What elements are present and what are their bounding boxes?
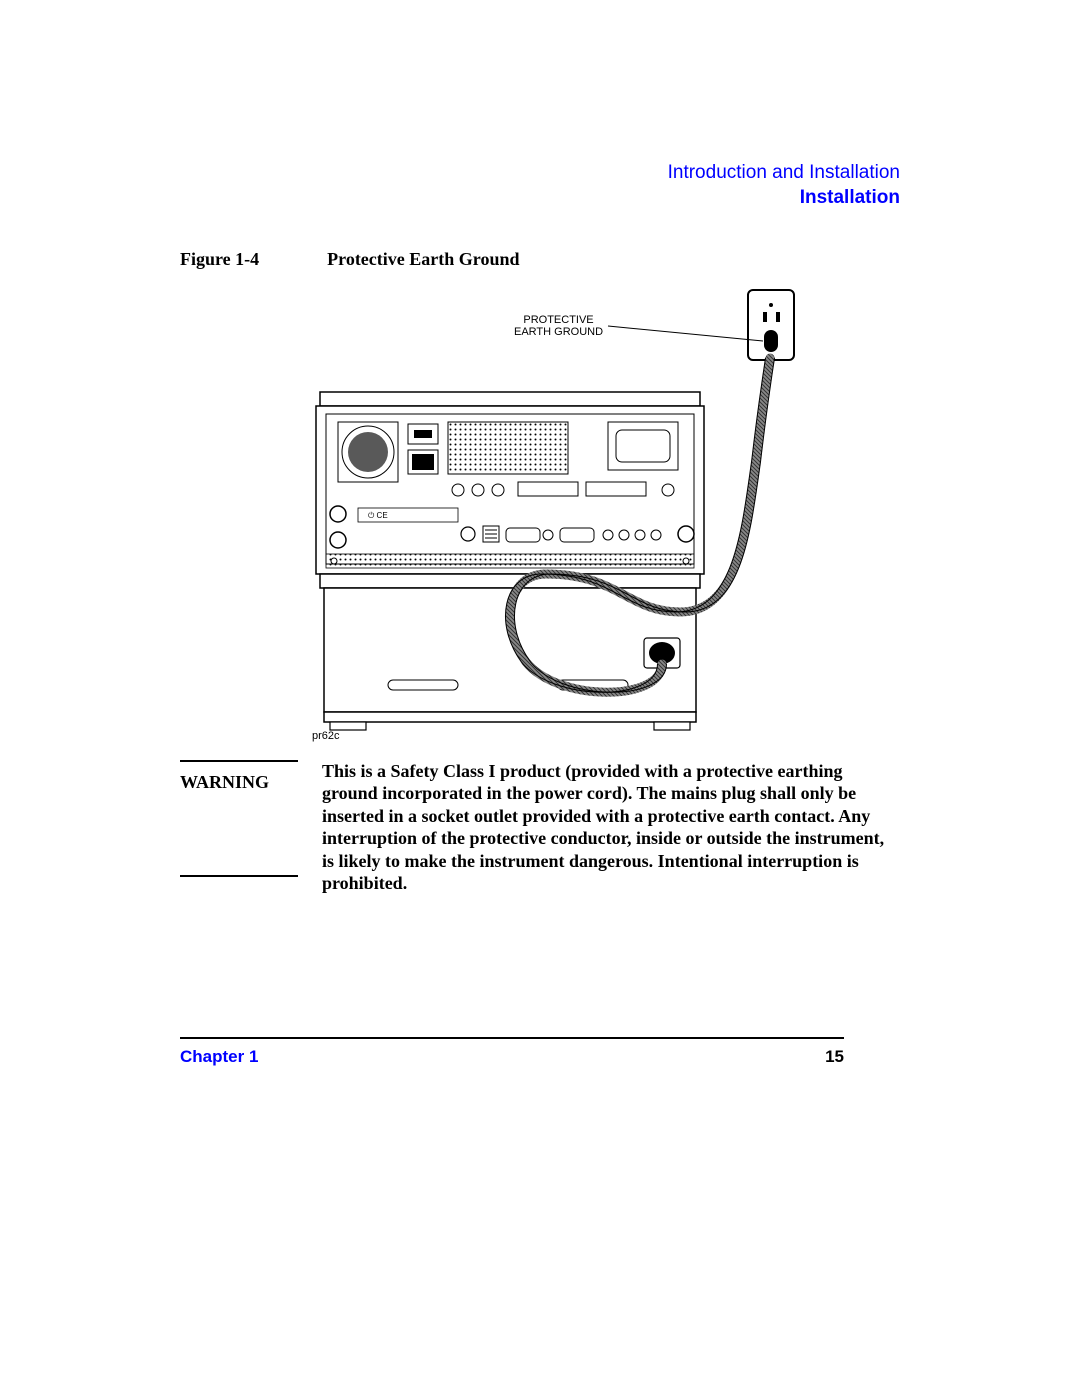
figure-diagram: PROTECTIVE EARTH GROUND: [308, 282, 838, 742]
ground-label-line2: EARTH GROUND: [514, 326, 603, 338]
warning-block: WARNING This is a Safety Class I product…: [180, 760, 900, 895]
warning-label: WARNING: [180, 772, 298, 793]
instrument-chassis-icon: ⏻ CE: [316, 392, 704, 730]
figure-heading: Figure 1-4 Protective Earth Ground: [180, 249, 900, 270]
warning-rule-bottom: [180, 875, 298, 877]
chapter-title: Introduction and Installation: [180, 160, 900, 187]
wall-outlet-icon: [748, 290, 794, 360]
footer-page-number: 15: [825, 1047, 844, 1067]
figure-id: pr62c: [312, 730, 340, 742]
page-header: Introduction and Installation Installati…: [180, 160, 900, 209]
ground-label-line1: PROTECTIVE: [523, 314, 593, 326]
figure-label: Figure 1-4: [180, 249, 259, 270]
warning-text: This is a Safety Class I product (provid…: [322, 760, 900, 895]
ground-label: PROTECTIVE EARTH GROUND: [514, 314, 603, 339]
warning-rule-top: [180, 760, 298, 762]
footer-rule: [180, 1037, 844, 1039]
equipment-diagram-svg: ⏻ CE: [308, 282, 838, 742]
page-footer: Chapter 1 15: [180, 1037, 844, 1067]
svg-text:⏻ CE: ⏻ CE: [368, 511, 388, 520]
footer-chapter: Chapter 1: [180, 1047, 258, 1067]
section-title: Installation: [180, 187, 900, 209]
figure-caption: Protective Earth Ground: [327, 249, 519, 270]
